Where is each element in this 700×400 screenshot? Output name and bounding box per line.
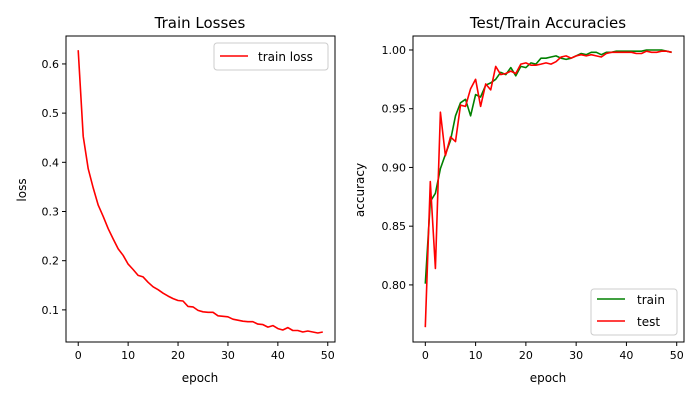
x-tick-label: 20 bbox=[519, 349, 533, 362]
x-tick-label: 10 bbox=[121, 349, 135, 362]
series-line-test bbox=[424, 50, 672, 328]
y-tick-label: 0.3 bbox=[42, 206, 60, 219]
accuracy-chart-y-axis-label: accuracy bbox=[353, 163, 367, 217]
accuracy-chart-ticks: 0 10 20 30 40 50 0.80 0.85 0.90 0.95 1.00 bbox=[382, 44, 684, 362]
x-tick-label: 30 bbox=[221, 349, 235, 362]
legend-label-train: train bbox=[637, 293, 665, 307]
series-line-train-loss bbox=[77, 50, 323, 334]
loss-chart-y-axis-label: loss bbox=[15, 178, 29, 201]
y-tick-label: 0.1 bbox=[42, 304, 60, 317]
y-tick-label: 0.2 bbox=[42, 255, 60, 268]
y-tick-label: 0.90 bbox=[382, 161, 407, 174]
x-tick-label: 20 bbox=[171, 349, 185, 362]
x-tick-label: 0 bbox=[422, 349, 429, 362]
y-tick-label: 0.4 bbox=[42, 156, 60, 169]
y-tick-label: 0.5 bbox=[42, 107, 60, 120]
y-tick-label: 0.6 bbox=[42, 58, 60, 71]
y-tick-label: 0.85 bbox=[382, 220, 407, 233]
loss-chart-legend: train loss bbox=[213, 42, 329, 71]
loss-chart-lines bbox=[77, 50, 323, 334]
x-tick-label: 0 bbox=[75, 349, 82, 362]
x-tick-label: 40 bbox=[271, 349, 285, 362]
y-tick-label: 0.95 bbox=[382, 103, 407, 116]
accuracy-chart: Test/Train Accuracies epoch accuracy 0 10… bbox=[353, 14, 685, 385]
accuracy-chart-legend: train test bbox=[590, 288, 678, 336]
loss-chart-legend-box bbox=[213, 42, 329, 71]
x-tick-label: 50 bbox=[321, 349, 335, 362]
loss-chart-x-axis-label: epoch bbox=[182, 371, 219, 385]
loss-chart-plot-frame bbox=[65, 35, 336, 343]
legend-label-test: test bbox=[637, 315, 660, 329]
loss-chart-ticks: 0 10 20 30 40 50 0.1 0.2 0.3 0.4 0.5 0.6 bbox=[42, 58, 335, 362]
x-tick-label: 30 bbox=[569, 349, 583, 362]
loss-chart-title: Train Losses bbox=[154, 14, 246, 32]
accuracy-chart-title: Test/Train Accuracies bbox=[469, 14, 626, 32]
loss-chart: Train Losses epoch loss 0 10 20 30 40 50 0.1 0.… bbox=[15, 14, 336, 385]
accuracy-chart-plot-frame bbox=[412, 35, 685, 343]
x-tick-label: 40 bbox=[619, 349, 633, 362]
x-tick-label: 10 bbox=[469, 349, 483, 362]
accuracy-chart-legend-box bbox=[590, 288, 678, 336]
accuracy-chart-x-axis-label: epoch bbox=[530, 371, 567, 385]
accuracy-chart-lines bbox=[424, 49, 672, 328]
y-tick-label: 1.00 bbox=[382, 44, 407, 57]
x-tick-label: 50 bbox=[670, 349, 684, 362]
legend-label-train-loss: train loss bbox=[258, 50, 313, 64]
y-tick-label: 0.80 bbox=[382, 279, 407, 292]
